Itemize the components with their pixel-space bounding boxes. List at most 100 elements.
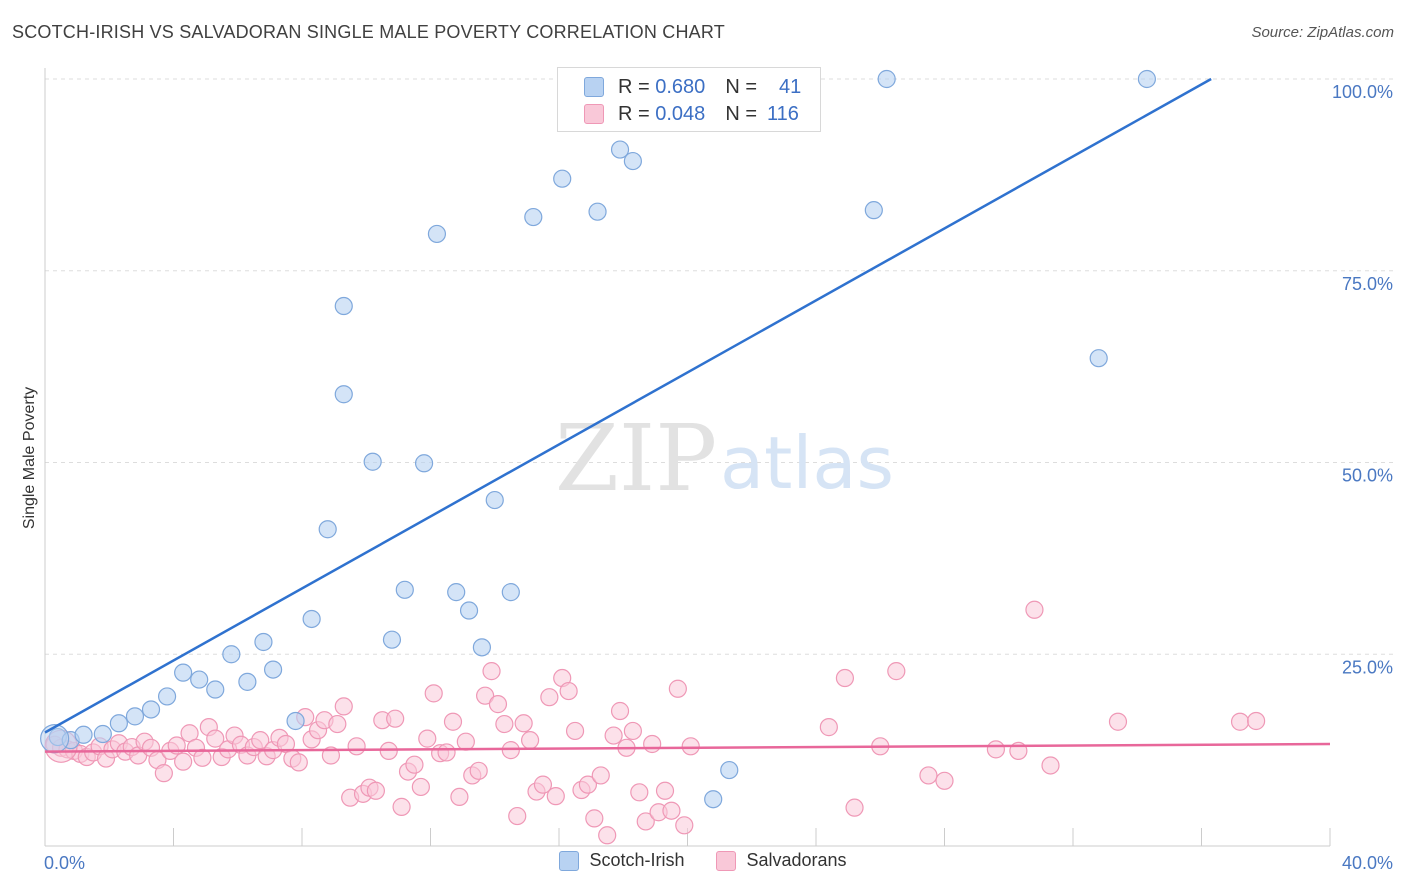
salvadorans-point (508, 806, 527, 826)
scotch-irish-point (263, 660, 283, 679)
salvadorans-point (662, 801, 681, 820)
salvadorans-point (328, 714, 347, 734)
salvadorans-point (482, 662, 501, 681)
salvadorans-point (540, 688, 559, 707)
salvadorans-point (585, 809, 604, 828)
legend-item-scotch-irish[interactable]: Scotch-Irish (559, 850, 684, 871)
correlation-legend: R = 0.680 N = 41 R = 0.048 N = 116 (557, 67, 821, 132)
salvadorans-point (655, 781, 675, 800)
salvadorans-point (443, 712, 463, 731)
scotch-irish-point (222, 645, 241, 664)
x-tick-label-max: 40.0% (1342, 853, 1393, 873)
salvadorans-trend-line (44, 742, 1331, 753)
watermark: ZIP atlas (555, 405, 894, 512)
salvadorans-point (598, 826, 617, 845)
scotch-irish-point (610, 140, 630, 159)
salvadorans-point (411, 777, 430, 797)
scotch-irish-point (864, 201, 883, 220)
salvadorans-point (321, 746, 341, 765)
r-label: R = (618, 102, 650, 125)
n-value: 41 (779, 75, 802, 98)
salvadorans-point (546, 787, 565, 806)
scotch-irish-point (363, 452, 382, 471)
salvadorans-point (456, 732, 475, 751)
salvadorans-point (578, 775, 598, 794)
salvadorans-point (675, 816, 694, 835)
scotch-irish-point (501, 583, 520, 602)
salvadorans-point (819, 718, 838, 737)
scotch-irish-point (1089, 349, 1108, 368)
scotch-irish-point (485, 490, 504, 510)
salvadorans-point (450, 787, 469, 807)
legend-row-scotch-irish: R = 0.680 N = 41 (558, 73, 801, 101)
scotch-irish-trend-line (44, 77, 1212, 734)
scotch-irish-point (472, 638, 491, 657)
scotch-irish-point (334, 296, 353, 316)
x-tick-labels: 0.0% 40.0% (44, 853, 1393, 873)
salvadorans-point (392, 797, 411, 816)
legend-label: Scotch-Irish (589, 850, 685, 870)
scotch-irish-point (318, 520, 337, 539)
scotch-irish-point (553, 169, 572, 188)
salvadorans-point (533, 775, 553, 794)
salvadorans-point (289, 753, 308, 772)
salvadorans-point (469, 761, 488, 780)
salvadorans-point (1230, 712, 1250, 731)
y-tick-label-100: 100.0% (1332, 82, 1393, 102)
legend-row-salvadorans: R = 0.048 N = 116 (558, 100, 799, 128)
legend-swatch-blue (559, 850, 580, 871)
salvadorans-point (1041, 756, 1060, 775)
salvadorans-point (386, 709, 405, 728)
scotch-irish-point (190, 670, 209, 689)
n-value: 116 (767, 102, 799, 125)
salvadorans-point (437, 743, 456, 762)
salvadorans-point (488, 695, 508, 714)
scotch-irish-point (877, 69, 896, 89)
salvadorans-point (193, 748, 212, 767)
y-tick-label-75: 75.0% (1342, 274, 1393, 294)
r-value: 0.680 (655, 75, 706, 98)
series-legend: Scotch-Irish Salvadorans (0, 850, 1406, 871)
salvadorans-point (405, 755, 424, 774)
salvadorans-point (604, 726, 623, 745)
scotch-irish-points (40, 69, 1156, 809)
legend-item-salvadorans[interactable]: Salvadorans (716, 850, 847, 871)
salvadorans-point (520, 731, 540, 750)
scotch-irish-point (206, 680, 225, 699)
scotch-irish-point (109, 714, 128, 733)
scotch-irish-point (254, 632, 273, 652)
salvadorans-point (630, 783, 649, 802)
source-label: Source: ZipAtlas.com (1251, 24, 1394, 41)
salvadorans-point (1247, 711, 1266, 731)
scotch-irish-point (382, 630, 402, 649)
salvadorans-point (887, 662, 906, 681)
scotch-irish-point (720, 760, 739, 780)
scotch-irish-point (286, 711, 305, 731)
salvadorans-points (44, 600, 1266, 845)
legend-swatch-blue (584, 77, 604, 97)
salvadorans-point (935, 771, 954, 790)
y-tick-label-50: 50.0% (1342, 466, 1393, 486)
chart-title: SCOTCH-IRISH VS SALVADORAN SINGLE MALE P… (12, 22, 725, 42)
salvadorans-point (476, 686, 495, 705)
salvadorans-point (424, 684, 443, 703)
scotch-irish-point (141, 700, 161, 719)
scotch-irish-point (524, 207, 543, 227)
salvadorans-point (418, 729, 437, 748)
legend-swatch-pink (584, 104, 604, 124)
y-tick-label-25: 25.0% (1342, 657, 1393, 677)
salvadorans-point (845, 798, 864, 817)
y-tick-labels: 25.0% 50.0% 75.0% 100.0% (1332, 82, 1393, 677)
salvadorans-point (591, 766, 610, 785)
scotch-irish-point (302, 609, 321, 629)
grid-lines (45, 78, 1393, 655)
salvadorans-point (154, 764, 173, 783)
salvadorans-point (347, 737, 366, 756)
scotch-irish-point (459, 601, 479, 620)
legend-label: Salvadorans (746, 850, 847, 870)
trend-lines (44, 77, 1331, 753)
scotch-irish-point (238, 672, 257, 691)
scotch-irish-point (395, 580, 414, 599)
r-value: 0.048 (655, 102, 706, 125)
